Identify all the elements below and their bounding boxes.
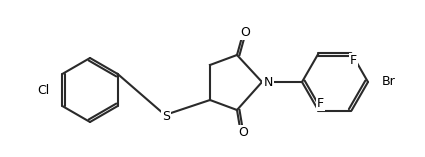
- Text: N: N: [264, 76, 273, 89]
- Text: O: O: [238, 127, 248, 140]
- Text: Cl: Cl: [38, 84, 50, 97]
- Text: O: O: [240, 25, 250, 38]
- Text: F: F: [350, 54, 357, 67]
- Text: S: S: [162, 109, 170, 122]
- Text: F: F: [317, 97, 324, 110]
- Text: Br: Br: [382, 76, 396, 89]
